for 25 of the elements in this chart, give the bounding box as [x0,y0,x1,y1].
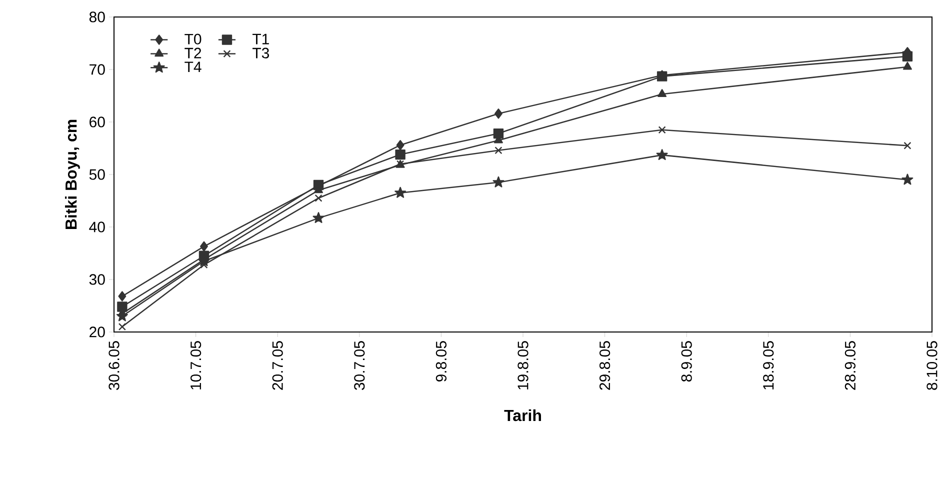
x-tick-label: 29.8.05 [599,341,610,390]
y-tick-label: 50 [89,169,105,180]
y-tick-label: 20 [90,326,105,338]
legend-label: T0 [184,34,202,44]
legend-label: T2 [184,48,202,58]
y-tick-label: 70 [90,64,105,75]
y-tick-label: 40 [89,222,105,232]
x-tick-label: 19.8.05 [518,341,528,390]
legend-label: T1 [252,34,269,44]
x-tick-label: 20.7.05 [272,341,283,390]
y-axis-title: Bitki Boyu, cm [65,120,80,229]
x-tick-label: 10.7.05 [190,341,202,390]
x-tick-label: 9.8.05 [436,341,447,382]
legend-label: T3 [252,48,270,58]
y-tick-label: 30 [89,274,105,285]
x-tick-label: 8.10.05 [926,341,938,390]
x-tick-label: 8.9.05 [681,341,692,382]
x-axis-title: Tarih [504,409,541,422]
x-tick-label: 28.9.05 [844,341,856,390]
y-tick-label: 80 [89,12,105,22]
x-tick-label: 30.6.05 [108,341,120,390]
legend-label: T4 [184,62,202,72]
x-tick-label: 18.9.05 [763,341,774,390]
y-tick-label: 60 [90,116,105,128]
x-tick-label: 30.7.05 [354,341,365,390]
